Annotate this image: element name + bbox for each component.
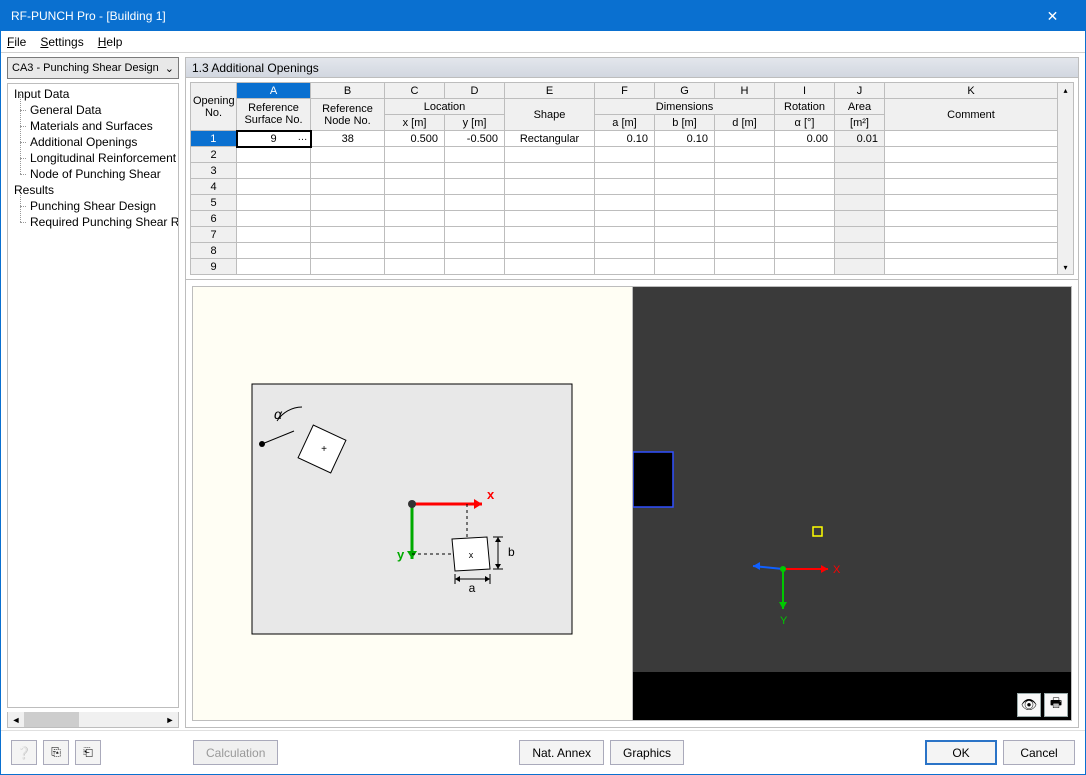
close-icon[interactable]: ✕	[1030, 1, 1075, 31]
tree-general-data[interactable]: General Data	[8, 102, 178, 118]
section-title: 1.3 Additional Openings	[186, 58, 1078, 78]
col-d: d [m]	[715, 115, 775, 131]
svg-text:x: x	[487, 487, 495, 502]
col-location: Location	[385, 99, 505, 115]
col-alpha: α [°]	[775, 115, 835, 131]
tree-openings[interactable]: Additional Openings	[8, 134, 178, 150]
col-area-unit: [m²]	[835, 115, 885, 131]
menu-file[interactable]: File	[7, 35, 26, 49]
chevron-down-icon: ⌄	[165, 62, 174, 75]
grid-vscroll[interactable]: ▴ ▾	[1058, 82, 1074, 275]
case-dropdown[interactable]: CA3 - Punching Shear Design ⌄	[7, 57, 179, 79]
col-area: Area	[835, 99, 885, 115]
scroll-left-icon[interactable]: ◄	[8, 712, 24, 727]
tree-hscroll[interactable]: ◄ ►	[7, 712, 179, 728]
table-row[interactable]: 8	[191, 243, 1058, 259]
data-grid[interactable]: Opening No. A B C D E F G H I J K	[190, 82, 1058, 275]
col-x: x [m]	[385, 115, 445, 131]
scroll-down-icon[interactable]: ▾	[1058, 260, 1073, 274]
col-letter-a[interactable]: A	[237, 83, 311, 99]
svg-text:b: b	[508, 545, 515, 559]
table-row[interactable]: 3	[191, 163, 1058, 179]
menu-help[interactable]: Help	[98, 35, 123, 49]
right-panel: 1.3 Additional Openings Opening No. A B …	[185, 57, 1079, 728]
scroll-up-icon[interactable]: ▴	[1058, 83, 1073, 97]
tree-longitudinal[interactable]: Longitudinal Reinforcement	[8, 150, 178, 166]
graphics-button[interactable]: Graphics	[610, 740, 684, 765]
titlebar: RF-PUNCH Pro - [Building 1] ✕	[1, 1, 1085, 31]
bottom-bar: ❔ ⎘ ⎗ Calculation Nat. Annex Graphics OK…	[1, 730, 1085, 774]
excel-export-button[interactable]: ⎘	[43, 740, 69, 765]
col-letter-f[interactable]: F	[595, 83, 655, 99]
viewer-toolbar: 👁 🖶	[633, 672, 1072, 720]
col-y: y [m]	[445, 115, 505, 131]
table-row[interactable]: 6	[191, 211, 1058, 227]
svg-text:X: X	[833, 564, 841, 576]
col-opening-no: Opening No.	[191, 83, 237, 131]
col-dimensions: Dimensions	[595, 99, 775, 115]
calculation-button[interactable]: Calculation	[193, 740, 278, 765]
tree-materials[interactable]: Materials and Surfaces	[8, 118, 178, 134]
print-icon[interactable]: 🖶	[1044, 693, 1068, 717]
svg-text:x: x	[469, 550, 474, 560]
svg-text:Y: Y	[780, 615, 788, 627]
table-row[interactable]: 19…380.500-0.500Rectangular0.100.100.000…	[191, 131, 1058, 147]
col-b: b [m]	[655, 115, 715, 131]
col-comment: Comment	[885, 99, 1058, 131]
schematic-svg: + α x y	[222, 354, 602, 654]
tree-results[interactable]: Results	[8, 182, 178, 198]
col-shape: Shape	[505, 99, 595, 131]
viewer-row: + α x y	[186, 280, 1078, 727]
col-letter-j[interactable]: J	[835, 83, 885, 99]
svg-text:+: +	[321, 444, 327, 455]
table-letter-row: Opening No. A B C D E F G H I J K	[191, 83, 1058, 99]
col-ref-node: Reference Node No.	[311, 99, 385, 131]
nav-tree: Input Data General Data Materials and Su…	[7, 83, 179, 708]
col-a: a [m]	[595, 115, 655, 131]
col-letter-e[interactable]: E	[505, 83, 595, 99]
nat-annex-button[interactable]: Nat. Annex	[519, 740, 604, 765]
dropdown-value: CA3 - Punching Shear Design	[12, 62, 159, 74]
table-row[interactable]: 4	[191, 179, 1058, 195]
col-rotation: Rotation	[775, 99, 835, 115]
tree-node-punching[interactable]: Node of Punching Shear	[8, 166, 178, 182]
tree-input-data[interactable]: Input Data	[8, 86, 178, 102]
table-row[interactable]: 7	[191, 227, 1058, 243]
table-row[interactable]: 9	[191, 259, 1058, 275]
table-row[interactable]: 2	[191, 147, 1058, 163]
svg-text:α: α	[274, 406, 283, 422]
table-row[interactable]: 5	[191, 195, 1058, 211]
col-ref-surface: Reference Surface No.	[237, 99, 311, 131]
viewer-svg: X Y	[633, 287, 1072, 720]
svg-text:y: y	[397, 547, 405, 562]
excel-import-button[interactable]: ⎗	[75, 740, 101, 765]
menu-settings[interactable]: Settings	[40, 35, 83, 49]
cancel-button[interactable]: Cancel	[1003, 740, 1075, 765]
col-letter-c[interactable]: C	[385, 83, 445, 99]
scroll-right-icon[interactable]: ►	[162, 712, 178, 727]
schematic-panel: + α x y	[192, 286, 633, 721]
viewer-3d[interactable]: X Y 👁 🖶	[633, 286, 1073, 721]
app-window: RF-PUNCH Pro - [Building 1] ✕ File Setti…	[0, 0, 1086, 775]
window-title: RF-PUNCH Pro - [Building 1]	[11, 9, 1030, 23]
tree-design[interactable]: Punching Shear Design	[8, 198, 178, 214]
eye-icon[interactable]: 👁	[1017, 693, 1041, 717]
left-panel: CA3 - Punching Shear Design ⌄ Input Data…	[7, 57, 179, 728]
ok-button[interactable]: OK	[925, 740, 997, 765]
col-letter-d[interactable]: D	[445, 83, 505, 99]
col-letter-h[interactable]: H	[715, 83, 775, 99]
table-header-row1: Reference Surface No. Reference Node No.…	[191, 99, 1058, 115]
svg-text:a: a	[469, 581, 476, 595]
main-area: CA3 - Punching Shear Design ⌄ Input Data…	[1, 53, 1085, 730]
col-letter-k[interactable]: K	[885, 83, 1058, 99]
col-letter-i[interactable]: I	[775, 83, 835, 99]
help-button[interactable]: ❔	[11, 740, 37, 765]
col-letter-g[interactable]: G	[655, 83, 715, 99]
menubar: File Settings Help	[1, 31, 1085, 53]
tree-required[interactable]: Required Punching Shear Reinf	[8, 214, 178, 230]
data-grid-wrap: Opening No. A B C D E F G H I J K	[186, 78, 1078, 280]
col-letter-b[interactable]: B	[311, 83, 385, 99]
